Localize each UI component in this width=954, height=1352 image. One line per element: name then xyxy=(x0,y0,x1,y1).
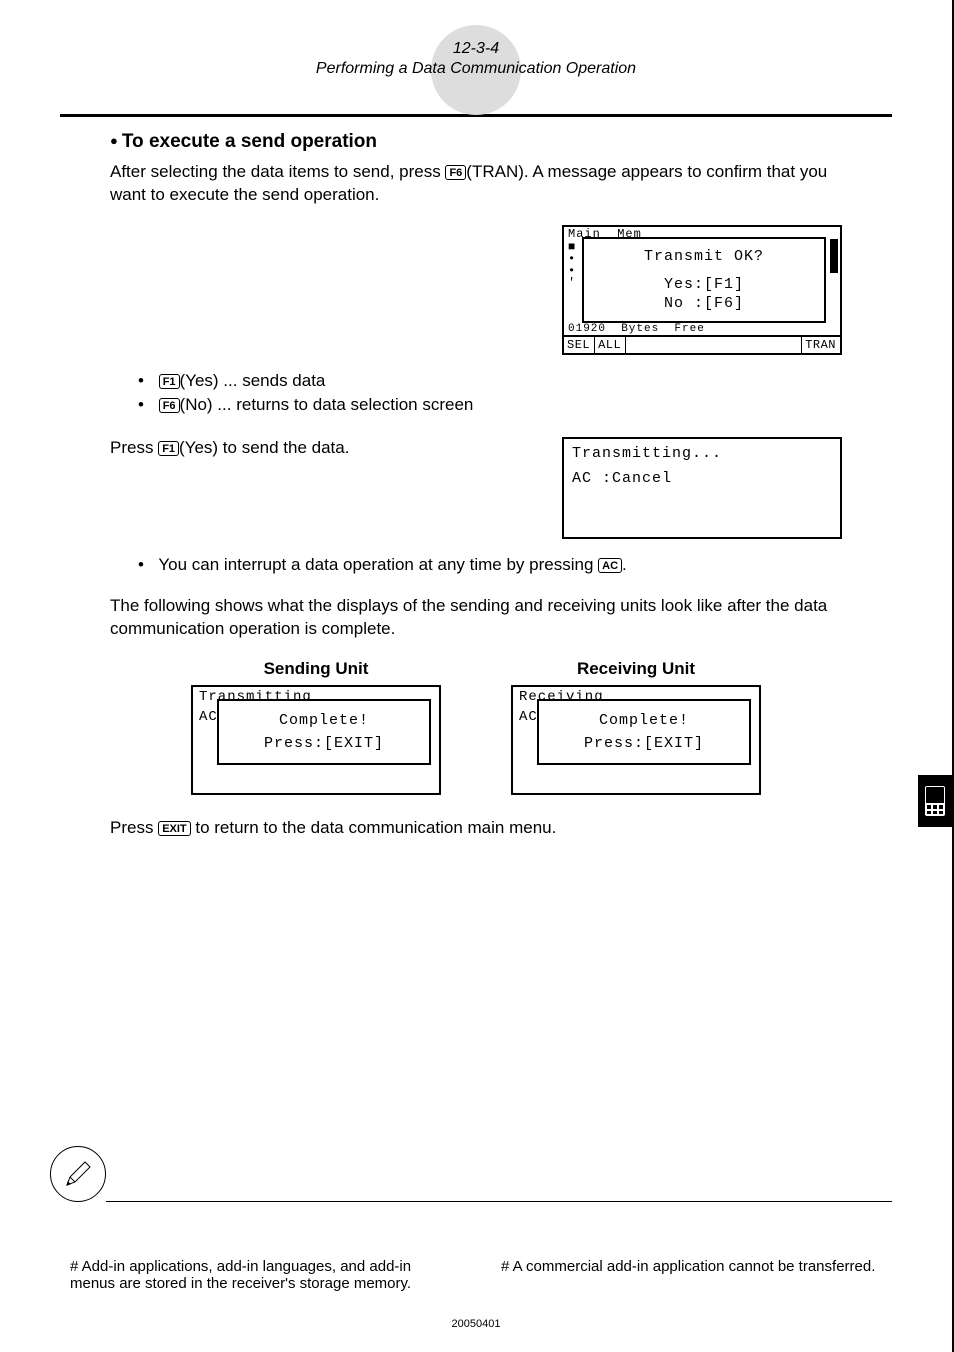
sending-complete: Complete! xyxy=(279,712,369,729)
footnotes: # Add-in applications, add-in languages,… xyxy=(60,1258,892,1292)
f6-key-2: F6 xyxy=(159,398,180,413)
option-yes: F1(Yes) ... sends data xyxy=(138,371,842,391)
confirm-no: No :[F6] xyxy=(664,295,744,312)
footnote-left: # Add-in applications, add-in languages,… xyxy=(60,1258,461,1292)
exit-key: EXIT xyxy=(158,821,190,836)
note-icon xyxy=(50,1146,106,1202)
dialog-bg-right xyxy=(830,239,838,273)
receiving-complete: Complete! xyxy=(599,712,689,729)
page-number: 12-3-4 xyxy=(60,40,892,58)
confirm-dialog-box: Transmit OK? Yes:[F1] No :[F6] xyxy=(582,237,826,323)
footnote-divider xyxy=(106,1201,892,1202)
receiving-side-text: AC xyxy=(519,709,538,725)
sending-side-text: AC xyxy=(199,709,218,725)
pencil-icon xyxy=(61,1157,95,1191)
confirm-dialog-screen: Main Mem ■ • • ' Transmit OK? Yes:[F1] N… xyxy=(562,225,842,355)
dialog-bg-left: ■ • • ' xyxy=(568,241,580,311)
f1-key: F1 xyxy=(159,374,180,389)
receiving-press-exit: Press:[EXIT] xyxy=(584,735,704,752)
transmitting-screen: Transmitting... AC :Cancel xyxy=(562,437,842,539)
sending-unit-title: Sending Unit xyxy=(191,659,441,679)
chapter-title: Performing a Data Communication Operatio… xyxy=(60,60,892,78)
intro-paragraph: After selecting the data items to send, … xyxy=(110,161,842,207)
dialog-bg-bottom: 01920 Bytes Free xyxy=(568,323,836,335)
sending-unit-screen: Transmitting AC Complete! Press:[EXIT] xyxy=(191,685,441,795)
transmitting-line1: Transmitting... xyxy=(572,445,832,462)
footer-date: 20050401 xyxy=(452,1318,501,1330)
transmitting-line2: AC :Cancel xyxy=(572,470,832,487)
receiving-unit-screen: Receiving AC Complete! Press:[EXIT] xyxy=(511,685,761,795)
confirm-question: Transmit OK? xyxy=(644,248,764,265)
sending-press-exit: Press:[EXIT] xyxy=(264,735,384,752)
exit-line: Press EXIT to return to the data communi… xyxy=(110,817,842,840)
confirm-yes: Yes:[F1] xyxy=(664,276,744,293)
option-no: F6(No) ... returns to data selection scr… xyxy=(138,395,842,415)
ac-key: AC xyxy=(598,558,622,573)
softkey-bar: SEL ALL TRAN xyxy=(564,335,840,353)
interrupt-note: You can interrupt a data operation at an… xyxy=(138,555,842,575)
page-header: 12-3-4 Performing a Data Communication O… xyxy=(60,40,892,78)
section-heading: To execute a send operation xyxy=(110,131,842,153)
softkey-tran: TRAN xyxy=(801,337,840,353)
softkey-sel: SEL xyxy=(564,337,595,353)
footnote-right: # A commercial add-in application cannot… xyxy=(491,1258,892,1292)
f6-key: F6 xyxy=(445,165,466,180)
receiving-unit-title: Receiving Unit xyxy=(511,659,761,679)
side-tab-icon xyxy=(918,775,952,827)
softkey-all: ALL xyxy=(595,337,626,353)
f1-key-2: F1 xyxy=(158,441,179,456)
after-paragraph: The following shows what the displays of… xyxy=(110,595,842,641)
press-line: Press F1(Yes) to send the data. xyxy=(110,437,542,539)
